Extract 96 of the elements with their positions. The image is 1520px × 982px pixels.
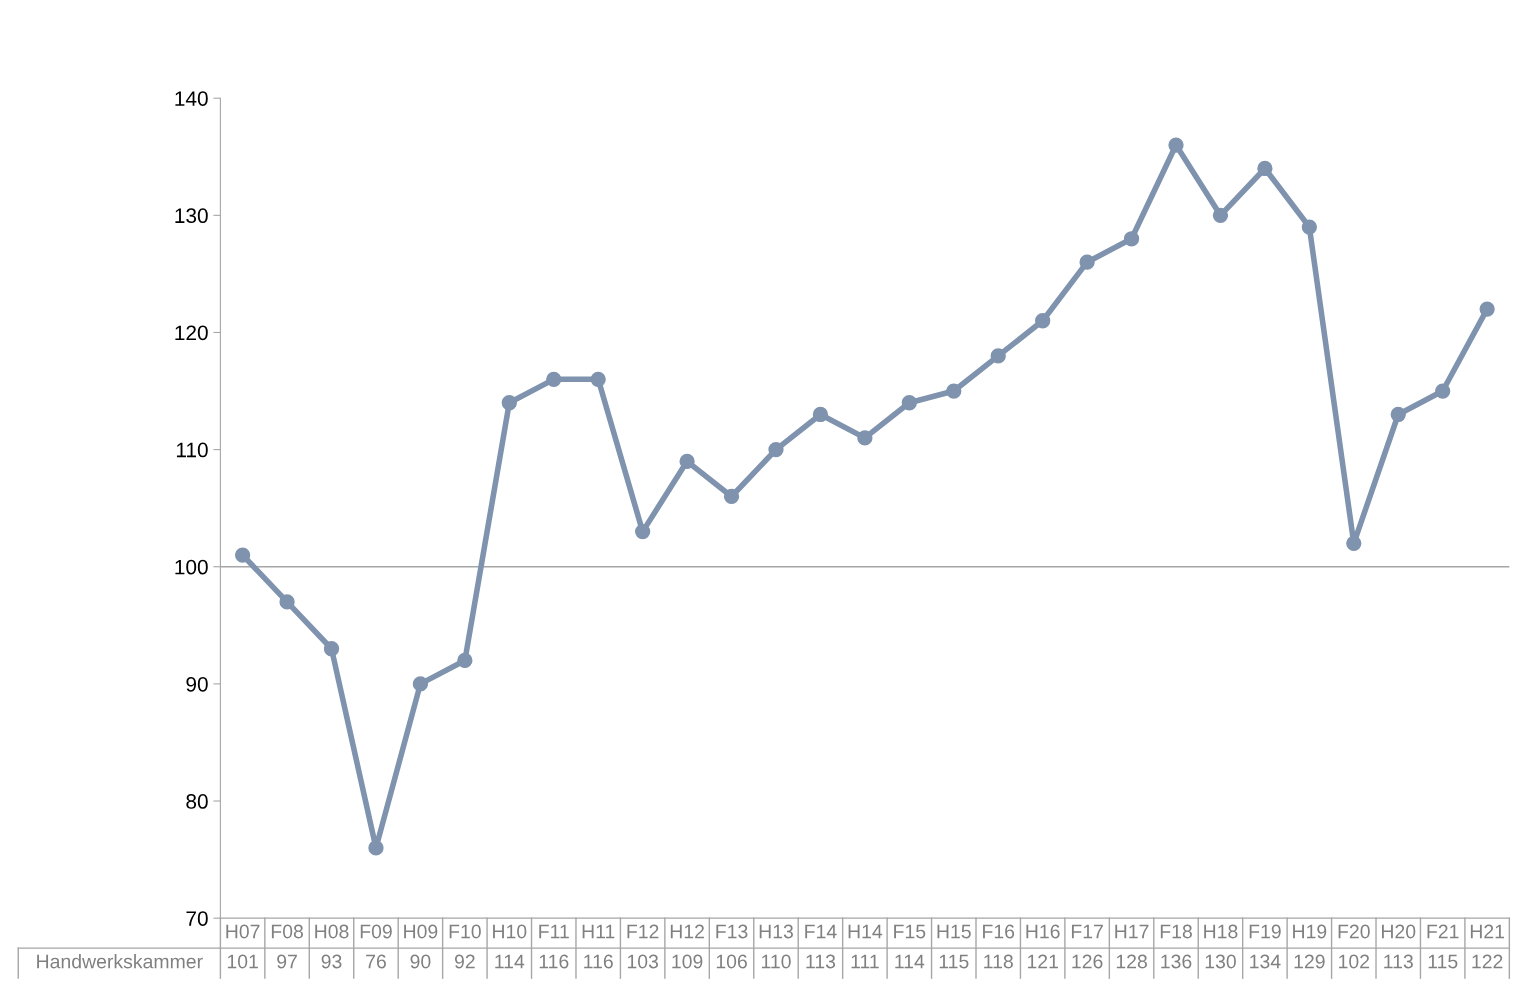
- x-tick-label: F12: [627, 924, 659, 939]
- point: [590, 371, 606, 387]
- point: [279, 594, 295, 610]
- point: [234, 547, 251, 563]
- point: [1123, 231, 1140, 247]
- point: [457, 652, 473, 669]
- data-label: 110: [761, 954, 791, 969]
- point: [857, 430, 873, 446]
- x-tick-label: F13: [716, 924, 748, 939]
- point: [323, 641, 340, 657]
- data-label: 114: [895, 954, 925, 969]
- x-tick-label: H08: [315, 924, 349, 939]
- x-tick-label: H07: [226, 924, 260, 939]
- data-label: 76: [366, 954, 386, 969]
- x-tick-label: F18: [1160, 924, 1192, 939]
- x-tick-label: F16: [983, 924, 1015, 939]
- x-tick-label: F15: [894, 924, 926, 939]
- data-label: 116: [584, 954, 613, 969]
- x-tick-label: F19: [1249, 924, 1281, 939]
- point: [1079, 254, 1095, 270]
- x-tick-label: H16: [1026, 924, 1060, 939]
- data-label: 93: [321, 954, 342, 969]
- data-label: 101: [227, 954, 258, 969]
- x-tick-label: F09: [360, 924, 392, 939]
- x-tick-label: F10: [449, 924, 481, 939]
- x-tick-label: H14: [848, 924, 883, 939]
- data-label: 115: [1428, 954, 1458, 969]
- point: [679, 453, 695, 469]
- x-tick-label: H13: [759, 924, 793, 939]
- y-tick-label: 80: [186, 794, 208, 809]
- x-tick-label: H21: [1470, 924, 1505, 939]
- data-label: 118: [984, 954, 1013, 969]
- data-label: 116: [539, 954, 569, 969]
- x-tick-label: F17: [1071, 924, 1103, 939]
- y-tick-label: 110: [176, 442, 208, 458]
- point: [501, 395, 517, 411]
- x-tick-label: F14: [805, 924, 837, 939]
- x-tick-label: F11: [539, 924, 569, 939]
- x-tick-label: H17: [1115, 924, 1149, 939]
- x-tick-label: H11: [582, 924, 615, 939]
- point: [1301, 219, 1317, 235]
- y-tick-label: 90: [186, 676, 208, 692]
- point: [1390, 406, 1406, 423]
- y-tick-label: 130: [175, 208, 208, 224]
- y-tick-label: 100: [175, 559, 208, 575]
- data-label: 90: [410, 954, 431, 969]
- data-label: 103: [627, 954, 659, 969]
- x-tick-label: H12: [670, 924, 704, 939]
- data-label: 111: [851, 954, 879, 969]
- y-tick-label: 120: [175, 325, 208, 341]
- point: [946, 383, 962, 399]
- point: [1212, 207, 1229, 223]
- x-tick-label: H20: [1382, 924, 1416, 939]
- data-label: 122: [1472, 954, 1503, 969]
- point: [546, 371, 562, 387]
- point: [1257, 160, 1273, 177]
- data-label: 128: [1116, 954, 1147, 969]
- data-label: 126: [1072, 954, 1103, 969]
- x-tick-label: F20: [1338, 924, 1370, 939]
- point: [768, 441, 784, 458]
- point: [812, 406, 829, 423]
- point: [1435, 383, 1451, 399]
- x-tick-label: H10: [493, 924, 527, 939]
- data-label: 102: [1339, 954, 1370, 969]
- x-tick-label: H19: [1293, 924, 1327, 939]
- point: [1168, 137, 1184, 153]
- x-tick-label: H18: [1204, 924, 1238, 939]
- x-tick-label: F08: [271, 924, 303, 939]
- x-tick-label: H15: [937, 924, 971, 939]
- point: [1035, 313, 1051, 329]
- x-tick-label: F21: [1427, 924, 1459, 939]
- data-label: 113: [806, 954, 836, 969]
- y-tick-label: 140: [175, 91, 208, 106]
- point: [412, 676, 429, 692]
- data-label: 121: [1027, 954, 1058, 969]
- point: [635, 523, 651, 540]
- data-label: 129: [1294, 954, 1325, 969]
- data-label: 113: [1384, 954, 1413, 969]
- point: [990, 348, 1006, 364]
- data-label: 115: [939, 954, 969, 969]
- point: [723, 488, 740, 505]
- data-label: 97: [277, 954, 297, 969]
- data-label: 114: [495, 954, 525, 969]
- point: [1479, 301, 1495, 317]
- y-tick-label: 70: [186, 911, 208, 926]
- data-label: 106: [716, 954, 747, 969]
- data-label: 134: [1250, 954, 1281, 969]
- point: [1346, 535, 1362, 551]
- point: [901, 395, 917, 411]
- data-label: 92: [454, 954, 475, 969]
- x-tick-label: H09: [404, 924, 438, 939]
- data-label: 130: [1205, 954, 1236, 969]
- data-label: 136: [1161, 954, 1192, 969]
- data-label: 109: [672, 954, 703, 969]
- text: Handwerkskammer: [37, 954, 203, 969]
- point: [368, 840, 384, 856]
